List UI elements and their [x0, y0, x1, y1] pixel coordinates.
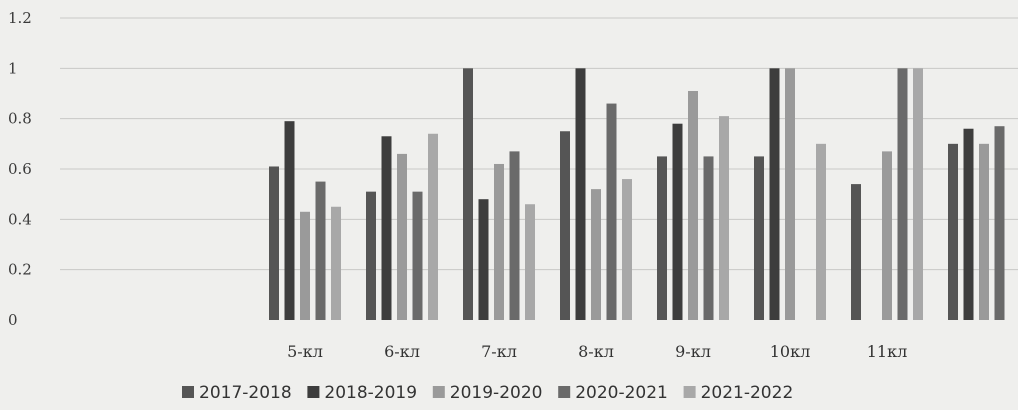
legend-label: 2019-2020 [450, 383, 543, 403]
bar [703, 156, 714, 320]
bar [672, 123, 683, 320]
legend-swatch [432, 386, 445, 398]
x-category-label: 10кл [770, 342, 811, 361]
bar [366, 191, 376, 320]
x-category-label: 5-кл [287, 342, 323, 361]
x-category-label: 11кл [867, 342, 908, 361]
legend-swatch [182, 386, 194, 398]
y-tick-label: 0.4 [8, 210, 32, 228]
x-category-label: 7-кл [481, 342, 517, 361]
y-axis-ticks: 0 0.2 0.4 0.6 0.8 1 1.2 [8, 9, 32, 329]
y-tick-label: 0.8 [8, 110, 32, 128]
bar [381, 136, 392, 320]
bar [269, 166, 279, 320]
legend-swatch [558, 386, 571, 398]
y-tick-label: 1 [8, 59, 18, 77]
bar [575, 68, 586, 320]
bar [657, 156, 667, 320]
legend-label: 2020-2021 [575, 383, 668, 403]
bar [963, 128, 974, 320]
bars [269, 68, 1005, 321]
y-tick-label: 0 [8, 311, 18, 329]
bar [606, 103, 617, 320]
x-category-label: 6-кл [384, 342, 420, 361]
bar [994, 126, 1005, 320]
bar [509, 151, 520, 320]
bar [882, 151, 892, 320]
bar [948, 143, 958, 320]
bar [300, 211, 310, 320]
bar [284, 121, 295, 320]
legend-label: 2021-2022 [701, 383, 794, 403]
x-category-label: 8-кл [578, 342, 614, 361]
legend-label: 2018-2019 [324, 383, 417, 403]
bar [816, 143, 826, 320]
bar [591, 189, 601, 320]
bar [525, 204, 535, 320]
bar [785, 68, 795, 320]
y-tick-label: 0.6 [8, 160, 32, 178]
bar [494, 163, 504, 320]
bar [478, 199, 489, 320]
y-tick-label: 0.2 [8, 261, 32, 279]
bar [769, 68, 780, 320]
bar [688, 90, 698, 320]
legend: 2017-2018 2018-2019 2019-2020 2020-2021 2021… [182, 383, 793, 403]
legend-swatch [307, 386, 320, 398]
bar [851, 184, 861, 320]
bar [315, 181, 326, 320]
legend-label: 2017-2018 [199, 383, 292, 403]
bar [560, 131, 570, 320]
bar [463, 68, 473, 320]
bar [397, 153, 407, 320]
bar [428, 133, 438, 320]
x-axis-categories: 5-кл 6-кл 7-кл 8-кл 9-кл 10кл 11кл [287, 342, 907, 361]
bar [622, 179, 632, 320]
bar [412, 191, 423, 320]
legend-swatch [683, 386, 696, 398]
bar [897, 68, 908, 320]
bar [719, 116, 729, 321]
x-category-label: 9-кл [675, 342, 711, 361]
bar [913, 68, 923, 320]
y-tick-label: 1.2 [8, 9, 32, 27]
grid-layer [60, 17, 1018, 271]
bar [331, 206, 341, 320]
bar [979, 143, 989, 320]
bar [754, 156, 764, 320]
